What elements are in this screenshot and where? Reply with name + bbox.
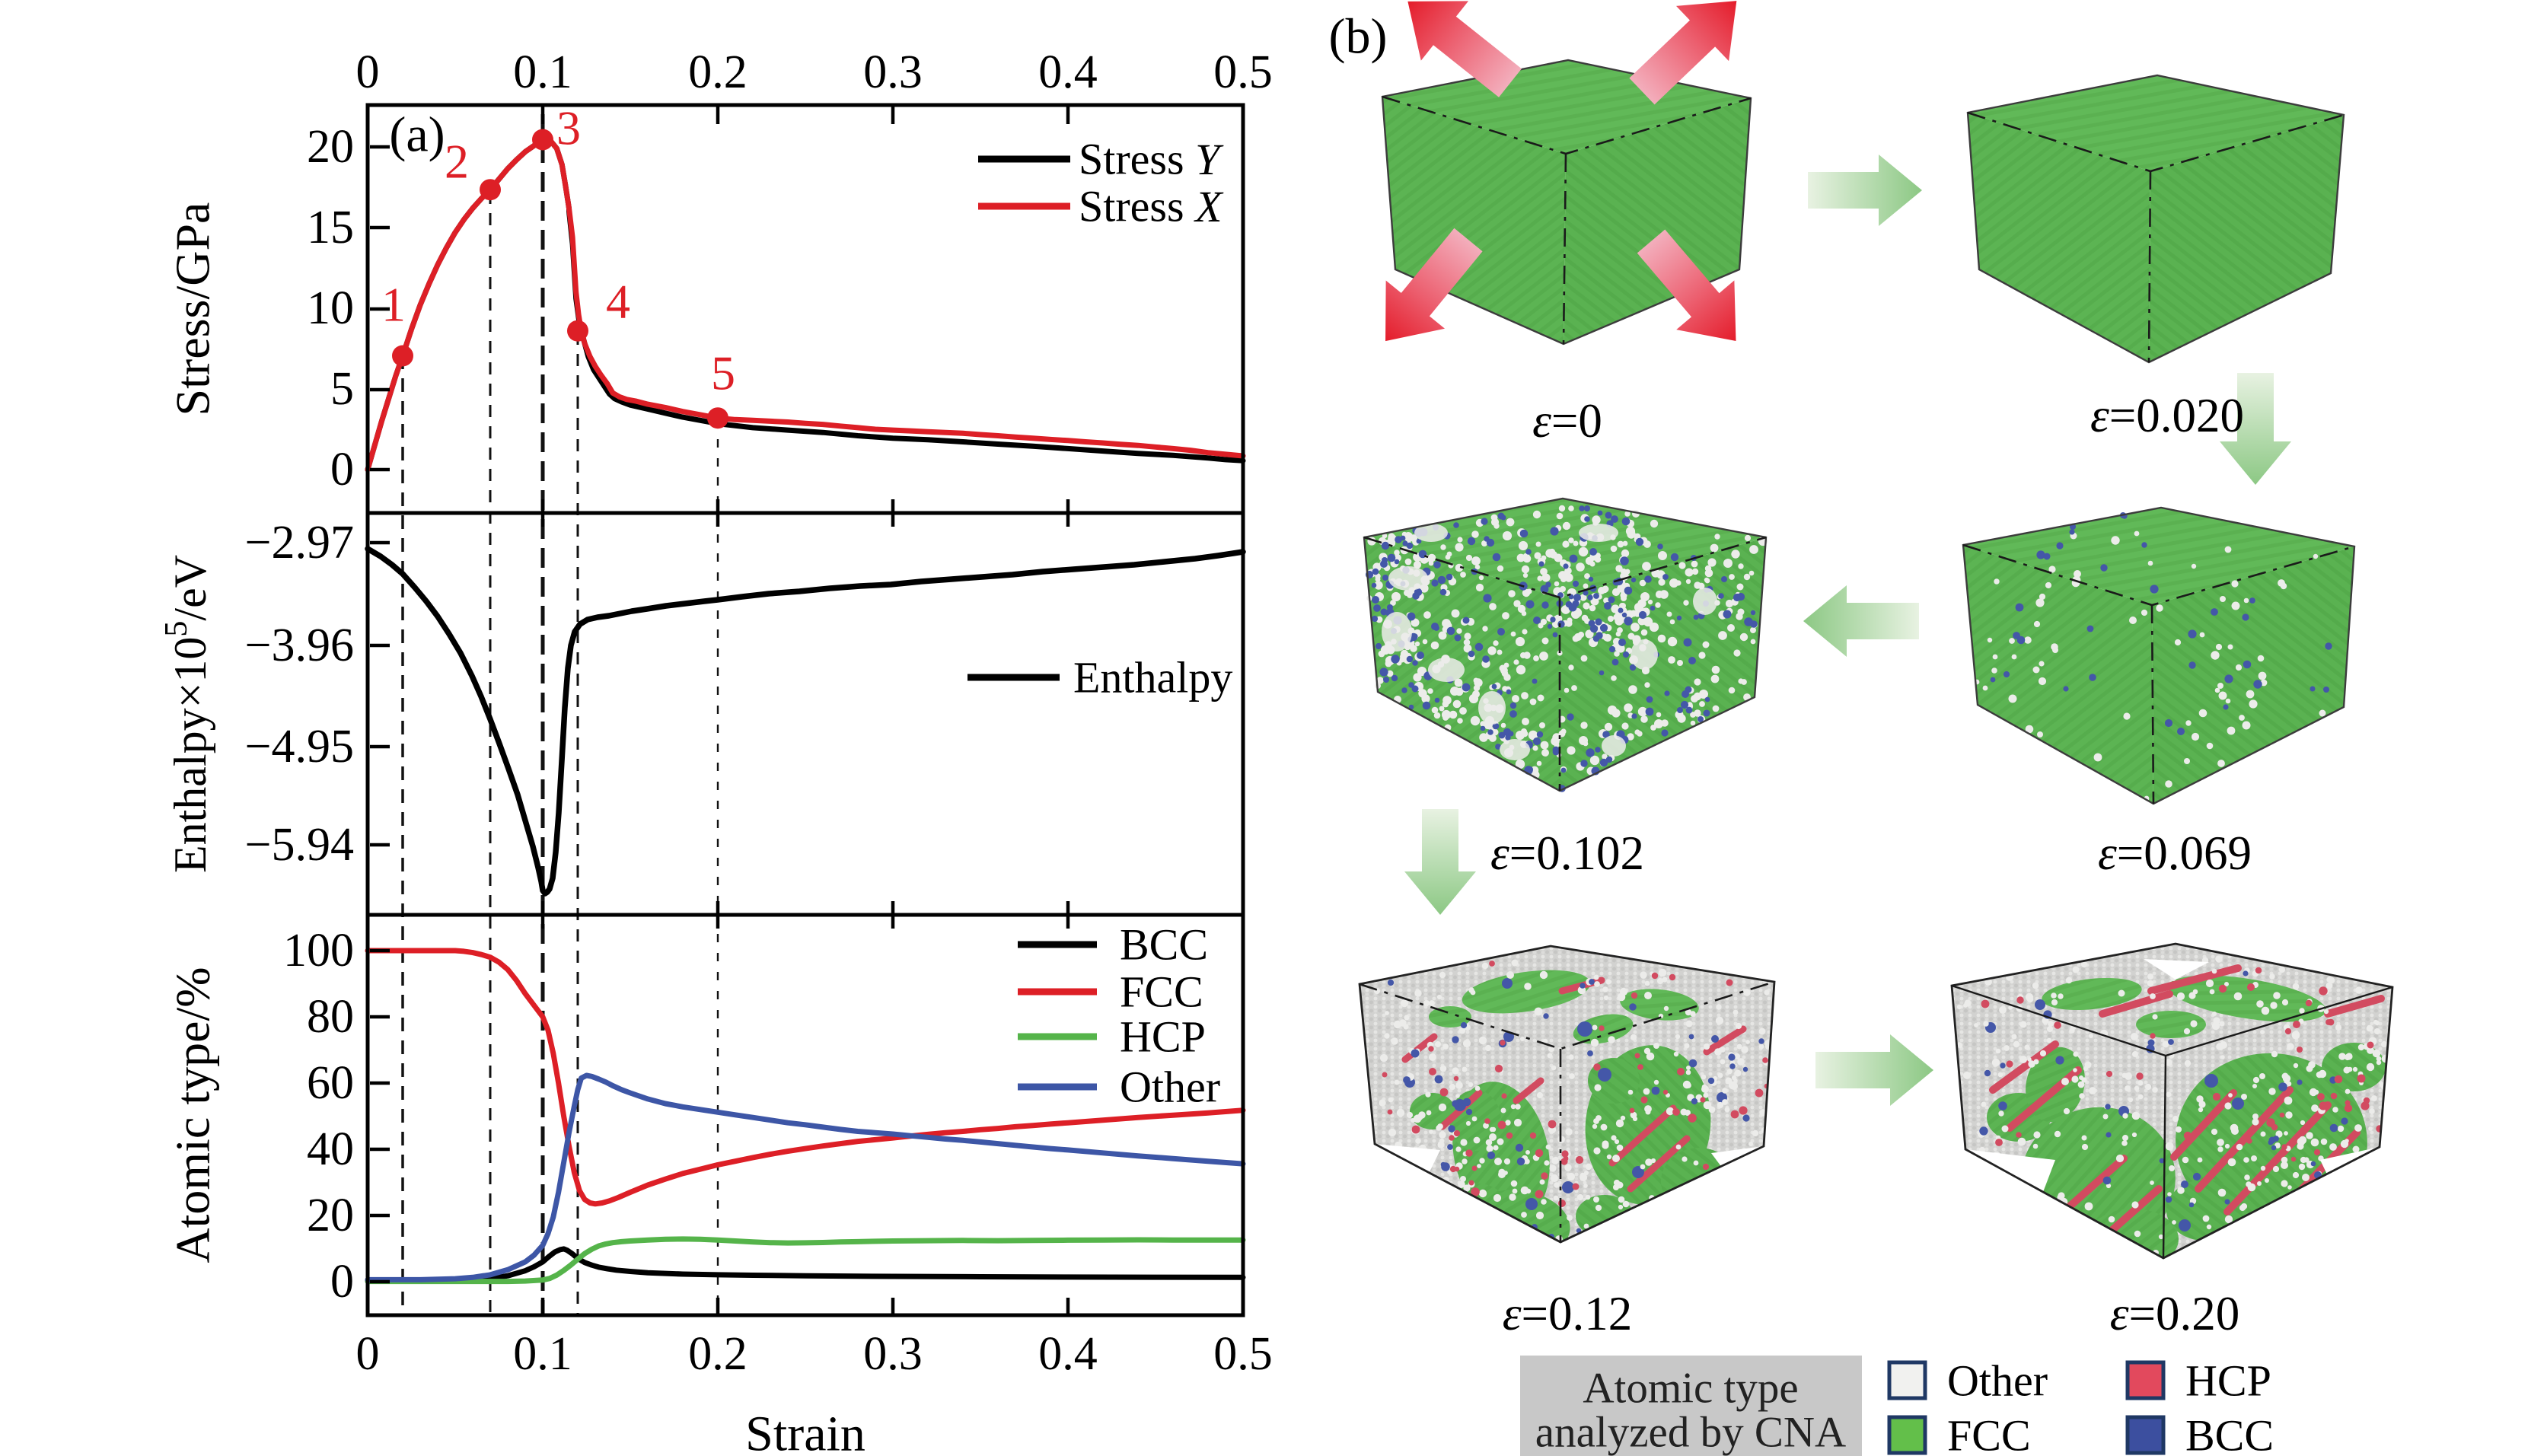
svg-text:ε=0.020: ε=0.020 (2090, 389, 2244, 442)
svg-text:ε=0: ε=0 (1532, 394, 1602, 448)
svg-text:0: 0 (330, 444, 354, 495)
svg-text:−3.96: −3.96 (245, 620, 354, 671)
svg-text:Stress/GPa: Stress/GPa (166, 202, 220, 416)
svg-text:0: 0 (356, 1328, 380, 1380)
svg-text:60: 60 (307, 1057, 354, 1109)
svg-text:15: 15 (307, 202, 354, 253)
svg-text:0.4: 0.4 (1038, 1328, 1098, 1380)
svg-text:40: 40 (307, 1123, 354, 1175)
svg-text:4: 4 (606, 275, 630, 329)
svg-text:0.3: 0.3 (863, 46, 923, 98)
svg-text:0: 0 (330, 1256, 354, 1308)
svg-text:2: 2 (445, 135, 469, 189)
svg-text:(a): (a) (389, 107, 445, 163)
svg-text:FCC: FCC (1947, 1411, 2031, 1456)
svg-text:0.2: 0.2 (688, 1328, 748, 1380)
svg-text:20: 20 (307, 1190, 354, 1241)
svg-text:Other: Other (1120, 1063, 1220, 1112)
svg-text:BCC: BCC (1120, 920, 1208, 970)
svg-text:0.5: 0.5 (1213, 46, 1273, 98)
svg-text:Atomic type: Atomic type (1583, 1365, 1798, 1413)
svg-text:Stress Y: Stress Y (1079, 135, 1224, 184)
svg-text:−2.97: −2.97 (245, 517, 354, 569)
svg-text:−4.95: −4.95 (245, 721, 354, 773)
svg-text:analyzed by CNA: analyzed by CNA (1535, 1409, 1846, 1456)
svg-text:3: 3 (556, 101, 581, 155)
svg-text:0.4: 0.4 (1038, 46, 1098, 98)
svg-text:10: 10 (307, 282, 354, 334)
svg-text:−5.94: −5.94 (245, 819, 354, 871)
svg-text:100: 100 (283, 925, 354, 977)
svg-text:HCP: HCP (2185, 1356, 2271, 1406)
svg-text:Strain: Strain (745, 1407, 865, 1456)
svg-text:5: 5 (711, 346, 735, 400)
svg-text:ε=0.12: ε=0.12 (1503, 1287, 1633, 1340)
svg-text:Other: Other (1947, 1356, 2048, 1406)
svg-text:BCC: BCC (2185, 1411, 2274, 1456)
svg-text:20: 20 (307, 121, 354, 173)
svg-text:FCC: FCC (1120, 967, 1203, 1017)
svg-text:0.3: 0.3 (863, 1328, 923, 1380)
svg-text:Enthalpy: Enthalpy (1073, 653, 1232, 703)
svg-text:Enthalpy×105/eV: Enthalpy×105/eV (159, 555, 215, 873)
svg-text:0.1: 0.1 (513, 46, 572, 98)
svg-text:ε=0.102: ε=0.102 (1490, 827, 1644, 880)
svg-text:80: 80 (307, 991, 354, 1043)
svg-text:ε=0.069: ε=0.069 (2098, 827, 2252, 880)
svg-text:1: 1 (381, 278, 406, 332)
svg-text:ε=0.20: ε=0.20 (2110, 1287, 2240, 1340)
svg-text:(b): (b) (1329, 9, 1388, 65)
svg-text:0: 0 (356, 46, 380, 98)
svg-text:0.1: 0.1 (513, 1328, 572, 1380)
svg-text:Atomic type/%: Atomic type/% (166, 967, 220, 1263)
svg-text:5: 5 (330, 363, 354, 415)
svg-text:0.5: 0.5 (1213, 1328, 1273, 1380)
svg-text:0.2: 0.2 (688, 46, 748, 98)
svg-text:HCP: HCP (1120, 1012, 1206, 1062)
svg-text:Stress X: Stress X (1079, 182, 1224, 231)
